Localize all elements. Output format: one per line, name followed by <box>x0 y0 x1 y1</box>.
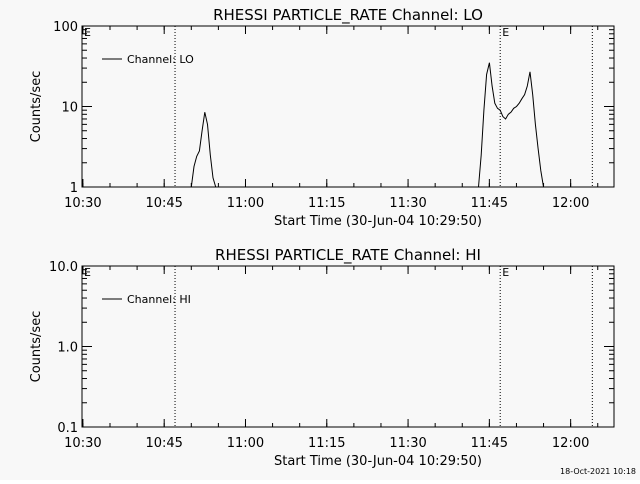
plot-frame <box>81 265 615 428</box>
y-tick-label: 1.0 <box>57 341 78 356</box>
x-axis-label: Start Time (30-Jun-04 10:29:50) <box>274 214 482 229</box>
chart-title: RHESSI PARTICLE_RATE Channel: LO <box>213 6 483 25</box>
x-tick-label: 11:30 <box>389 196 426 211</box>
x-tick-label: 11:30 <box>389 436 426 451</box>
x-tick-label: 10:30 <box>64 196 101 211</box>
x-tick-label: 11:45 <box>471 196 508 211</box>
series-line <box>190 112 219 187</box>
legend-label: Channel: LO <box>127 53 194 66</box>
y-tick-label: 1 <box>70 181 78 196</box>
y-axis-label: Counts/sec <box>29 71 44 143</box>
y-tick-label: 0.1 <box>57 421 78 436</box>
x-tick-label: 11:45 <box>471 436 508 451</box>
x-tick-label: 11:00 <box>227 436 264 451</box>
x-tick-label: 11:15 <box>308 436 345 451</box>
legend-label: Channel: HI <box>127 293 191 306</box>
chart-title: RHESSI PARTICLE_RATE Channel: HI <box>215 246 481 265</box>
panel-lo: RHESSI PARTICLE_RATE Channel: LO Counts/s… <box>29 6 615 229</box>
event-marker-label: E <box>502 26 509 39</box>
event-marker-label: E <box>84 266 91 279</box>
x-tick-label: 12:00 <box>552 196 589 211</box>
x-tick-label: 10:45 <box>145 196 182 211</box>
x-tick-label: 12:00 <box>552 436 589 451</box>
x-tick-label: 11:15 <box>308 196 345 211</box>
y-axis-label: Counts/sec <box>29 311 44 383</box>
panel-hi: RHESSI PARTICLE_RATE Channel: HI Counts/s… <box>29 246 615 469</box>
x-tick-label: 10:30 <box>64 436 101 451</box>
y-tick-label: 10.0 <box>49 260 78 275</box>
event-marker-label: E <box>84 26 91 39</box>
x-tick-label: 10:45 <box>145 436 182 451</box>
y-tick-label: 10 <box>61 101 78 116</box>
event-marker-label: E <box>502 266 509 279</box>
x-axis-label: Start Time (30-Jun-04 10:29:50) <box>274 454 482 469</box>
series-line <box>478 62 547 187</box>
x-tick-label: 11:00 <box>227 196 264 211</box>
y-tick-label: 100 <box>53 20 78 35</box>
footer-timestamp: 18-Oct-2021 10:18 <box>560 467 636 476</box>
